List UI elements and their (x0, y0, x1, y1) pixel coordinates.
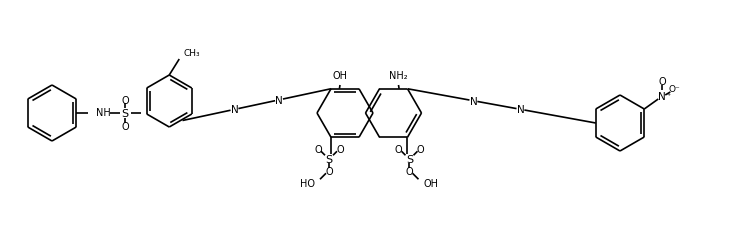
Text: NH: NH (96, 108, 111, 118)
Text: O: O (336, 145, 344, 155)
Text: ⁺: ⁺ (666, 92, 670, 101)
Text: O: O (658, 77, 666, 87)
Text: CH₃: CH₃ (183, 49, 200, 58)
Text: OH: OH (423, 179, 438, 188)
Text: S: S (122, 109, 129, 119)
Text: NH₂: NH₂ (389, 71, 408, 81)
Text: O: O (405, 167, 414, 176)
Text: S: S (325, 155, 333, 164)
Text: N: N (516, 105, 525, 115)
Text: O: O (325, 167, 333, 176)
Text: O⁻: O⁻ (668, 85, 680, 94)
Text: O: O (121, 96, 129, 106)
Text: HO: HO (300, 179, 315, 188)
Text: O: O (417, 145, 424, 155)
Text: N: N (275, 95, 283, 105)
Text: N: N (231, 105, 238, 115)
Text: N: N (469, 96, 477, 106)
Text: N: N (658, 92, 666, 102)
Text: O: O (314, 145, 322, 155)
Text: O: O (394, 145, 403, 155)
Text: S: S (406, 155, 413, 164)
Text: OH: OH (333, 71, 347, 81)
Text: O: O (121, 122, 129, 131)
